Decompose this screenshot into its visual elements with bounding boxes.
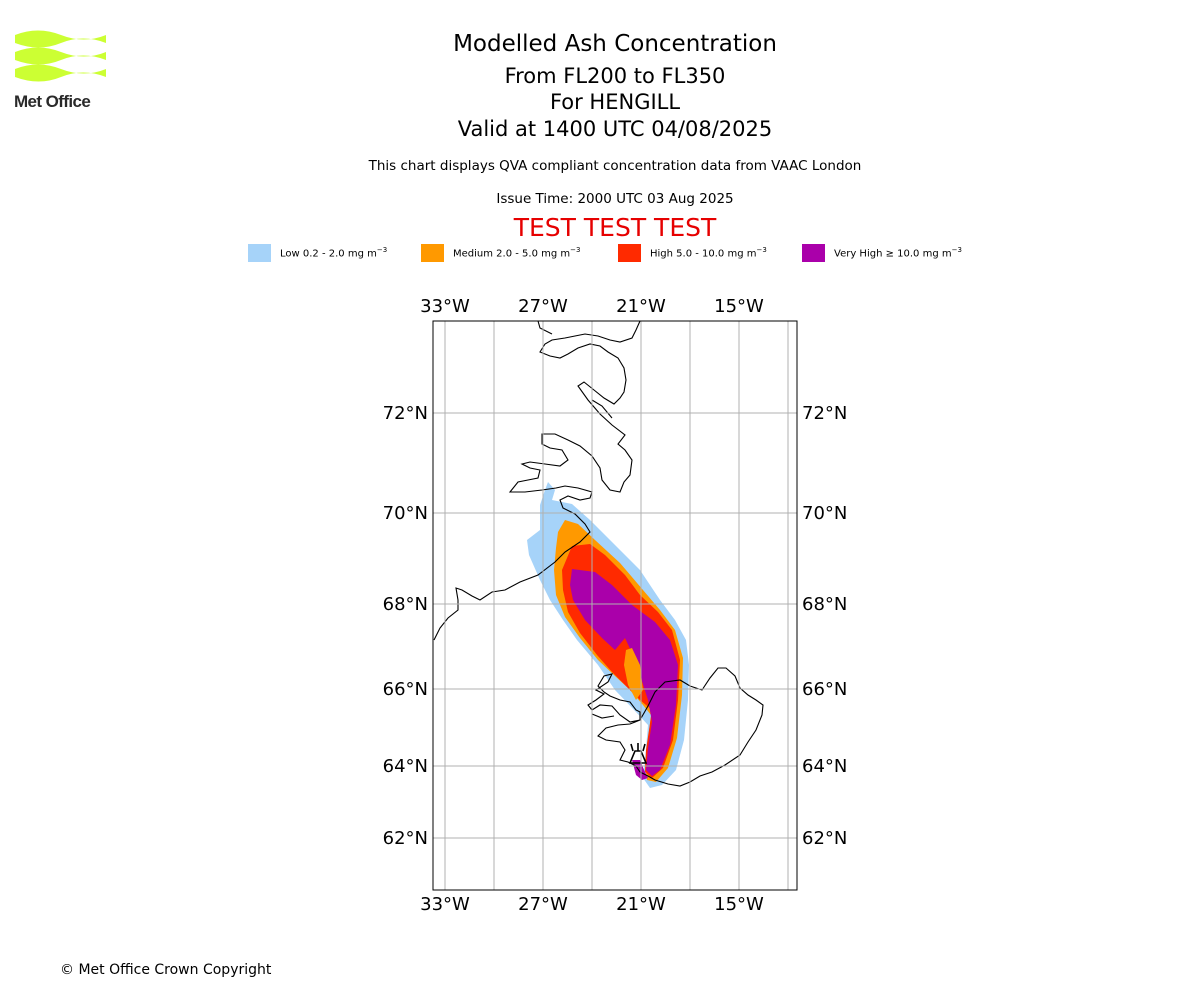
lon-tick-top: 15°W [714,296,764,317]
legend-label-high: High 5.0 - 10.0 mg m−3 [650,246,767,260]
ash-very-high-region [570,569,678,776]
lat-tick-left: 72°N [383,403,428,424]
legend-swatch-medium [421,244,444,262]
legend: Low 0.2 - 2.0 mg m−3 Medium 2.0 - 5.0 mg… [0,244,1200,264]
lat-tick-left: 64°N [383,756,428,777]
lat-tick-left: 66°N [383,679,428,700]
graticule [433,321,797,890]
lat-tick-right: 64°N [802,756,847,777]
greenland-coast [433,321,641,641]
legend-swatch-low [248,244,271,262]
lon-tick-bottom: 21°W [616,894,666,915]
copyright: © Met Office Crown Copyright [60,962,272,978]
test-banner: TEST TEST TEST [513,213,717,242]
volcano-name: For HENGILL [549,90,681,114]
chart-title: Modelled Ash Concentration [453,31,777,57]
lat-tick-right: 66°N [802,679,847,700]
lon-tick-top: 33°W [420,296,470,317]
chart-note: This chart displays QVA compliant concen… [368,158,862,174]
legend-label-very-high: Very High ≥ 10.0 mg m−3 [834,246,962,260]
lon-tick-bottom: 27°W [518,894,568,915]
lon-tick-top: 27°W [518,296,568,317]
met-office-logo-text: Met Office [14,92,91,111]
legend-label-medium: Medium 2.0 - 5.0 mg m−3 [453,246,581,260]
issue-time: Issue Time: 2000 UTC 03 Aug 2025 [496,191,734,207]
lat-tick-left: 62°N [383,828,428,849]
lon-tick-top: 21°W [616,296,666,317]
legend-swatch-very-high [802,244,825,262]
iceland-coast [587,667,764,787]
lon-tick-bottom: 33°W [420,894,470,915]
legend-label-low: Low 0.2 - 2.0 mg m−3 [280,246,388,260]
lon-tick-bottom: 15°W [714,894,764,915]
map-frame [432,320,798,891]
ash-medium-inner [624,648,643,700]
lat-tick-right: 68°N [802,594,847,615]
flight-level-range: From FL200 to FL350 [504,64,726,88]
ash-very-high-source [632,760,648,780]
coastlines [433,321,764,787]
met-office-logo-icon [15,30,106,82]
valid-time: Valid at 1400 UTC 04/08/2025 [457,117,773,141]
legend-swatch-high [618,244,641,262]
lat-tick-right: 62°N [802,828,847,849]
lat-tick-left: 70°N [383,503,428,524]
lat-tick-right: 70°N [802,503,847,524]
lat-tick-left: 68°N [383,594,428,615]
lat-tick-right: 72°N [802,403,847,424]
